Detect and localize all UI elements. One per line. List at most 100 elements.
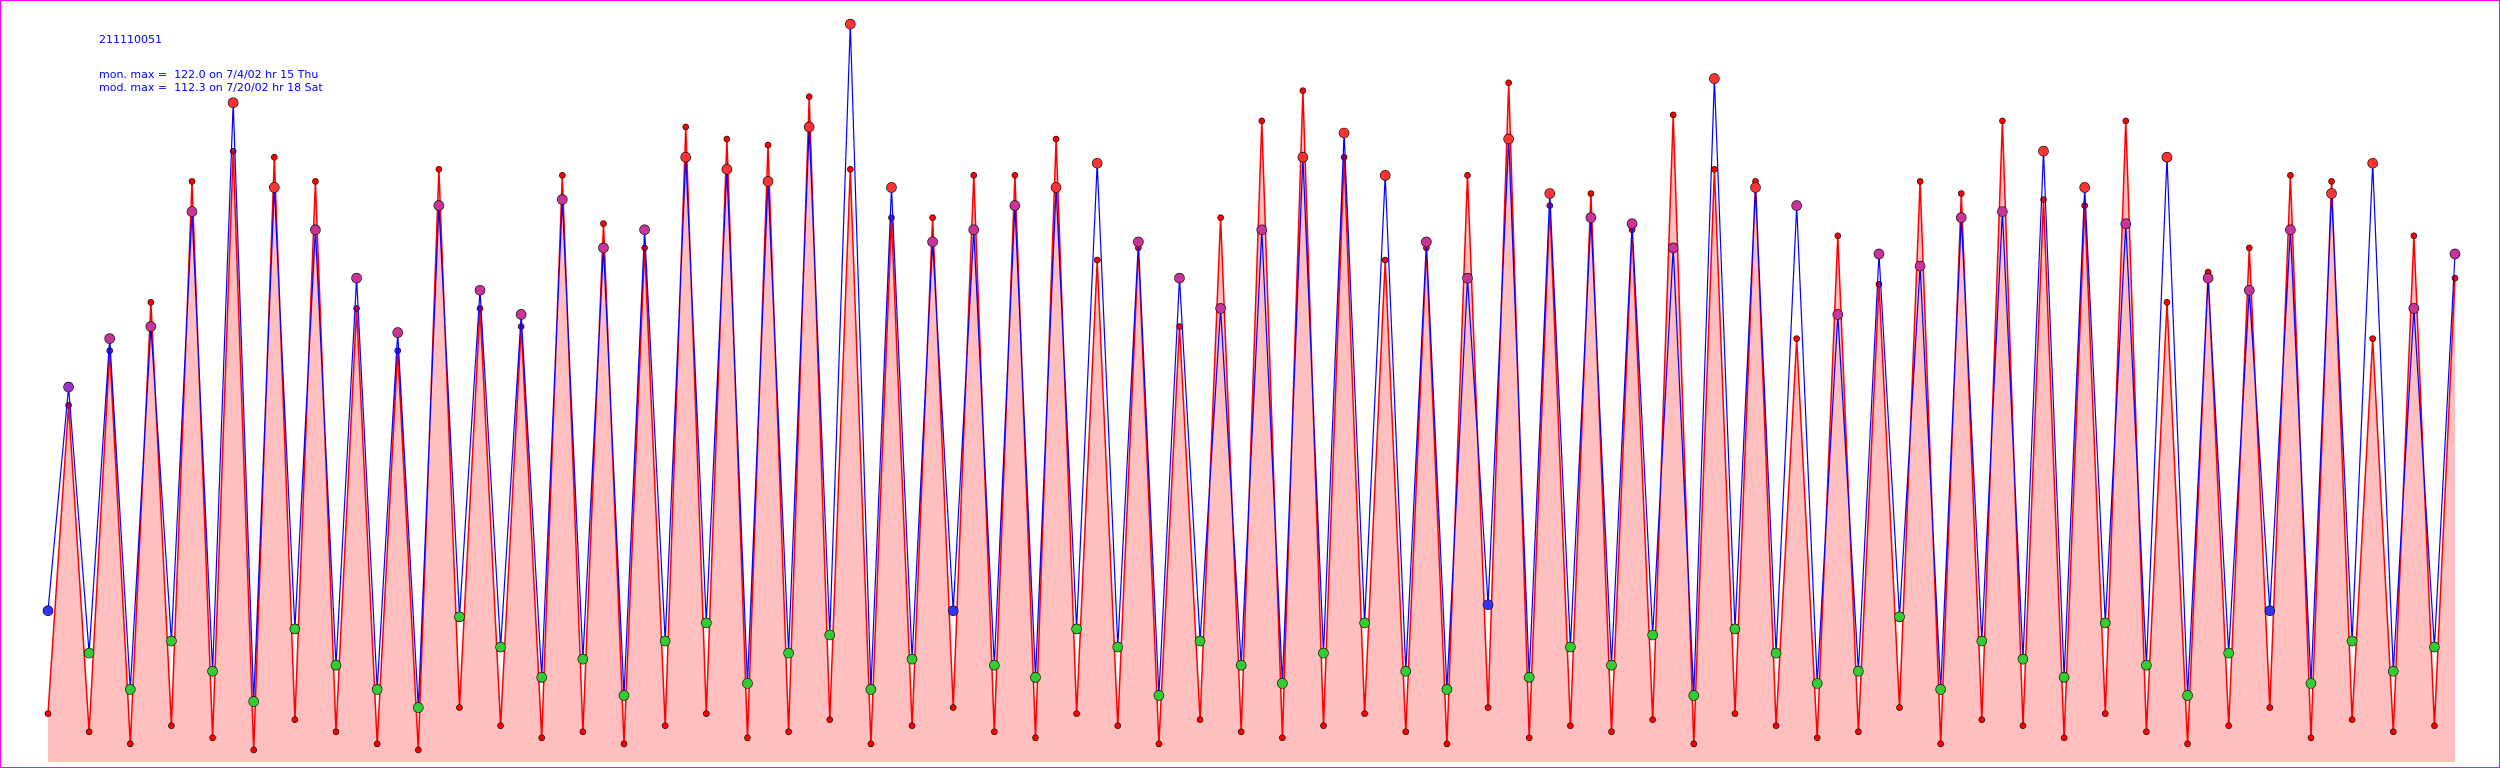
monitor-point [1688, 690, 1700, 701]
model-point [723, 135, 731, 143]
model-point [2184, 740, 2191, 748]
monitor-point [2182, 690, 2193, 701]
monitor-point [433, 200, 445, 211]
model-point [44, 710, 52, 717]
monitor-point [1853, 665, 1864, 677]
monitor-point [2449, 248, 2461, 260]
monitor-point [515, 309, 527, 320]
monitor-point [886, 182, 897, 193]
chart-title: 211110051 [99, 33, 162, 46]
model-point [1093, 256, 1101, 264]
monitor-point [63, 381, 74, 393]
model-point [1196, 716, 1204, 723]
model-point [1032, 734, 1039, 742]
model-point [312, 178, 319, 185]
model-point [1464, 172, 1471, 179]
model-point [476, 305, 484, 312]
model-point [1916, 178, 1924, 185]
model-point [805, 93, 813, 101]
model-point [991, 728, 998, 736]
model-point [2307, 734, 2315, 742]
model-point [1361, 710, 1368, 717]
model-point [332, 728, 340, 736]
monitor-point [1647, 629, 1658, 641]
model-point [2369, 335, 2377, 342]
monitor-point [783, 647, 794, 659]
monitor-point [2326, 188, 2337, 199]
monitor-point [1338, 127, 1350, 139]
model-point [1011, 172, 1019, 179]
monitor-point [927, 236, 938, 248]
monitor-point [598, 242, 609, 254]
model-point [1073, 710, 1080, 717]
monitor-point [289, 623, 301, 635]
monitor-point [2161, 151, 2173, 163]
monitor-point [1482, 599, 1494, 611]
monitor-point [824, 629, 836, 641]
monitor-point [680, 151, 692, 163]
monitor-point [536, 672, 548, 683]
monitor-point [762, 176, 774, 187]
model-point [1896, 704, 1903, 711]
monitor-point [2202, 272, 2214, 284]
monitor-point [1462, 272, 1473, 284]
monitor-point [124, 684, 136, 695]
monitor-point [2141, 659, 2152, 671]
monitor-point [227, 97, 239, 109]
model-point [168, 722, 175, 730]
monitor-point [1379, 170, 1391, 181]
model-point [1793, 335, 1800, 342]
monitor-point [906, 653, 918, 665]
monitor-point [42, 605, 54, 617]
model-point [2389, 728, 2397, 736]
monitor-point [865, 684, 877, 695]
model-point [1731, 710, 1739, 717]
model-point [2122, 117, 2130, 125]
monitor-point [1091, 157, 1103, 169]
monitor-point [2408, 303, 2420, 314]
model-point [620, 740, 628, 748]
monitor-point [1215, 303, 1226, 314]
monitor-point [1194, 635, 1206, 647]
model-point [415, 746, 422, 754]
model-area [48, 82, 2455, 763]
monitor-point [1071, 623, 1082, 635]
model-point [1525, 734, 1533, 742]
monitor-point [803, 121, 815, 133]
monitor-point [1112, 641, 1124, 653]
monitor-point [947, 605, 959, 617]
model-point [2451, 274, 2459, 282]
model-point [250, 746, 258, 754]
monitor-point [989, 659, 1000, 671]
monitor-point [2017, 653, 2029, 665]
monitor-point [2429, 641, 2440, 653]
monitor-point [1050, 182, 1062, 193]
monitor-point [1955, 212, 1967, 223]
monitor-point [721, 163, 733, 175]
model-point [2060, 734, 2068, 742]
monitor-point [104, 333, 116, 344]
monitor-point [1626, 218, 1638, 230]
model-line [47, 82, 2456, 750]
monitor-point [2285, 224, 2296, 236]
monitor-point [310, 224, 321, 236]
monitor-point [557, 194, 568, 205]
model-point [1772, 722, 1780, 730]
model-point [579, 728, 587, 736]
model-point [682, 123, 690, 131]
monitor-point [413, 702, 424, 713]
monitor-point [1153, 690, 1165, 701]
model-point [1957, 190, 1965, 197]
model-point [1237, 728, 1245, 736]
monitor-point [1894, 611, 1905, 623]
monitor-point [1503, 133, 1514, 145]
monitor-point [1750, 182, 1761, 193]
model-point [188, 178, 196, 185]
model-point [2143, 728, 2150, 736]
model-point [373, 740, 381, 748]
monitor-point [1770, 647, 1782, 659]
model-point [1052, 135, 1060, 143]
